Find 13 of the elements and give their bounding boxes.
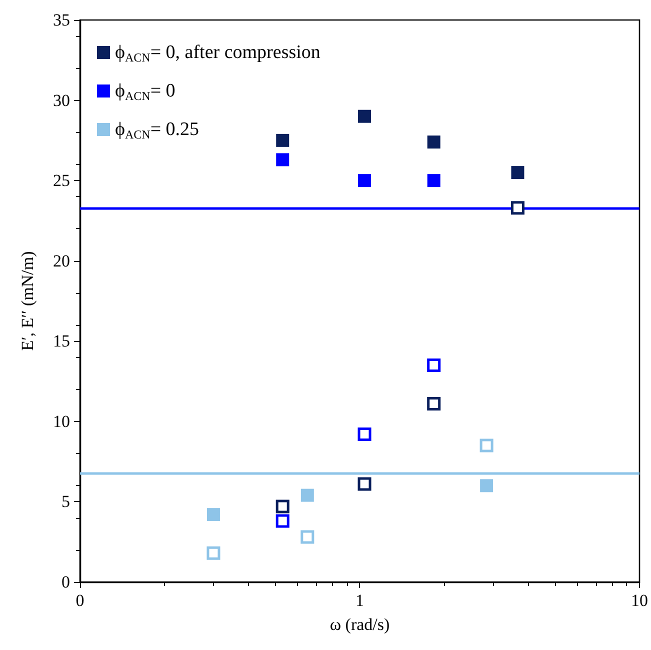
y-tick-label: 25: [53, 171, 70, 190]
y-tick-label: 0: [62, 572, 70, 592]
y-tick-label: 35: [53, 10, 70, 30]
y-axis-title: E′, E′′ (mN/m): [18, 251, 37, 351]
x-tick-label: 1: [356, 591, 364, 610]
x-tick-label: 0: [76, 591, 84, 610]
x-axis-title: ω (rad/s): [330, 615, 390, 634]
y-tick-label: 10: [53, 412, 70, 431]
y-tick-label: 30: [53, 90, 70, 110]
y-tick-label: 5: [62, 492, 70, 512]
x-tick-label: 10: [631, 591, 648, 610]
y-tick-label: 20: [53, 251, 70, 270]
y-tick-label: 15: [53, 332, 70, 351]
